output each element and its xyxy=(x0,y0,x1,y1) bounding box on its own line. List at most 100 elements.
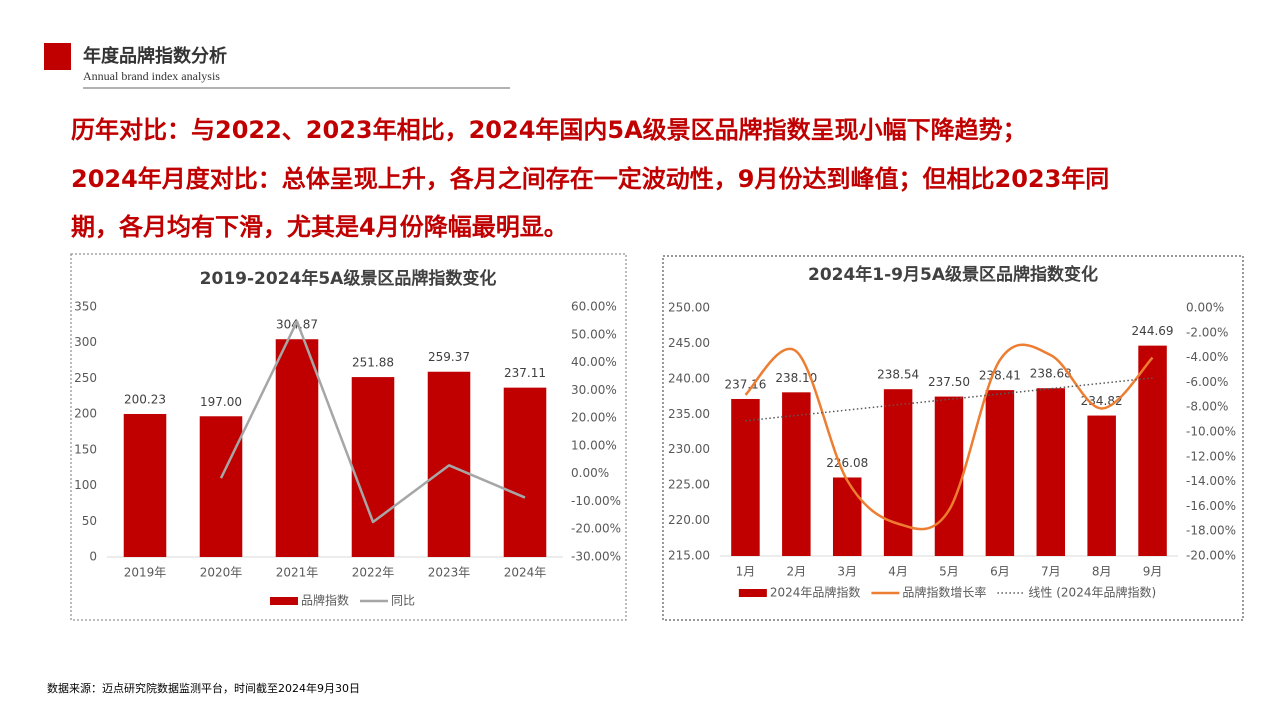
y-tick-label: 235.00 xyxy=(668,407,710,421)
bar xyxy=(275,339,319,557)
legend-swatch xyxy=(738,589,767,597)
x-tick-label: 8月 xyxy=(1092,565,1112,579)
y-tick-label: 220.00 xyxy=(668,513,710,527)
header-title: 年度品牌指数分析 xyxy=(83,45,227,67)
data-label: 238.54 xyxy=(877,368,919,382)
y2-tick-label: -10.00% xyxy=(1186,425,1236,439)
bar xyxy=(351,377,395,557)
y2-tick-label: -6.00% xyxy=(1186,375,1228,389)
y2-tick-label: -10.00% xyxy=(571,494,621,508)
x-tick-label: 2024年 xyxy=(504,566,547,580)
legend-label: 品牌指数 xyxy=(301,593,349,608)
y2-tick-label: 20.00% xyxy=(571,411,617,425)
bar xyxy=(782,392,811,556)
header-icon xyxy=(44,43,71,70)
x-tick-label: 2019年 xyxy=(124,566,167,580)
bar xyxy=(1087,415,1116,556)
y2-tick-label: -30.00% xyxy=(571,550,621,564)
y2-tick-label: -20.00% xyxy=(571,522,621,536)
data-label: 237.16 xyxy=(724,377,766,391)
chart-frame xyxy=(662,255,1244,621)
line xyxy=(744,343,1154,531)
data-label: 238.41 xyxy=(979,369,1021,383)
bar xyxy=(934,396,964,556)
trend-line xyxy=(745,377,1153,422)
y2-tick-label: -12.00% xyxy=(1186,449,1236,463)
y-tick-label: 215.00 xyxy=(668,549,710,563)
y2-tick-label: 0.00% xyxy=(1186,301,1224,315)
y2-tick-label: -18.00% xyxy=(1186,524,1236,538)
source-note: 数据来源：迈点研究院数据监测平台，时间截至2024年9月30日 xyxy=(47,681,360,695)
data-label: 244.69 xyxy=(1132,324,1174,338)
x-tick-label: 4月 xyxy=(888,565,908,579)
headline: 期，各月均有下滑，尤其是4月份降幅最明显。 xyxy=(71,213,568,241)
y2-tick-label: -4.00% xyxy=(1186,350,1228,364)
headline: 历年对比：与2022、2023年相比，2024年国内5A级景区品牌指数呈现小幅下… xyxy=(71,116,1027,144)
data-label: 259.37 xyxy=(428,350,470,364)
y-tick-label: 240.00 xyxy=(668,371,710,385)
bar xyxy=(985,390,1015,556)
y-tick-label: 100 xyxy=(74,478,97,492)
y2-tick-label: 60.00% xyxy=(571,300,617,314)
bar xyxy=(123,413,167,557)
y2-tick-label: -8.00% xyxy=(1186,400,1228,414)
line xyxy=(219,320,526,524)
y-tick-label: 245.00 xyxy=(668,336,710,350)
bar xyxy=(731,398,760,556)
x-tick-label: 2020年 xyxy=(200,566,243,580)
headline: 2024年月度对比：总体呈现上升，各月之间存在一定波动性，9月份达到峰值；但相比… xyxy=(71,165,1109,193)
legend-label: 同比 xyxy=(391,594,415,608)
y2-tick-label: 40.00% xyxy=(571,355,617,369)
data-label: 238.68 xyxy=(1030,367,1072,381)
y-tick-label: 50 xyxy=(82,514,97,528)
legend-label: 品牌指数增长率 xyxy=(902,585,986,600)
y-tick-label: 250 xyxy=(74,371,97,385)
y2-tick-label: 10.00% xyxy=(571,438,617,452)
bar xyxy=(883,389,913,556)
y-tick-label: 150 xyxy=(74,442,97,456)
x-tick-label: 2月 xyxy=(787,565,807,579)
data-label: 251.88 xyxy=(352,356,394,370)
bar xyxy=(1138,345,1167,556)
y2-tick-label: 50.00% xyxy=(571,327,617,341)
y2-tick-label: -20.00% xyxy=(1186,549,1236,563)
x-tick-label: 9月 xyxy=(1143,565,1163,579)
x-tick-label: 6月 xyxy=(990,565,1010,579)
y-tick-label: 250.00 xyxy=(668,301,710,315)
chart-title: 2024年1-9月5A级景区品牌指数变化 xyxy=(808,264,1098,285)
y2-tick-label: -2.00% xyxy=(1186,325,1228,339)
x-tick-label: 2021年 xyxy=(276,566,319,580)
y2-tick-label: 30.00% xyxy=(571,383,617,397)
chart-frame xyxy=(70,253,627,621)
y-tick-label: 350 xyxy=(74,300,97,314)
x-tick-label: 2022年 xyxy=(352,566,395,580)
header-subtitle: Annual brand index analysis xyxy=(83,69,220,83)
bar xyxy=(503,387,547,557)
data-label: 237.50 xyxy=(928,375,970,389)
legend-label: 2024年品牌指数 xyxy=(770,585,861,600)
y2-tick-label: 0.00% xyxy=(571,466,609,480)
y-tick-label: 200 xyxy=(74,407,97,421)
bar xyxy=(199,416,243,557)
x-tick-label: 2023年 xyxy=(428,566,471,580)
y-tick-label: 230.00 xyxy=(668,442,710,456)
legend-label: 线性 (2024年品牌指数) xyxy=(1028,585,1156,600)
data-label: 197.00 xyxy=(200,395,242,409)
x-tick-label: 5月 xyxy=(939,565,959,579)
bar xyxy=(1036,388,1066,556)
chart-title: 2019-2024年5A级景区品牌指数变化 xyxy=(200,268,497,289)
bar xyxy=(832,477,862,556)
legend-swatch xyxy=(269,597,298,605)
x-tick-label: 1月 xyxy=(736,565,756,579)
data-label: 226.08 xyxy=(826,456,868,470)
y-tick-label: 225.00 xyxy=(668,478,710,492)
y-tick-label: 0 xyxy=(89,550,97,564)
x-tick-label: 3月 xyxy=(837,565,857,579)
y-tick-label: 300 xyxy=(74,335,97,349)
y2-tick-label: -14.00% xyxy=(1186,474,1236,488)
x-tick-label: 7月 xyxy=(1041,565,1061,579)
data-label: 200.23 xyxy=(124,392,166,406)
y2-tick-label: -16.00% xyxy=(1186,499,1236,513)
